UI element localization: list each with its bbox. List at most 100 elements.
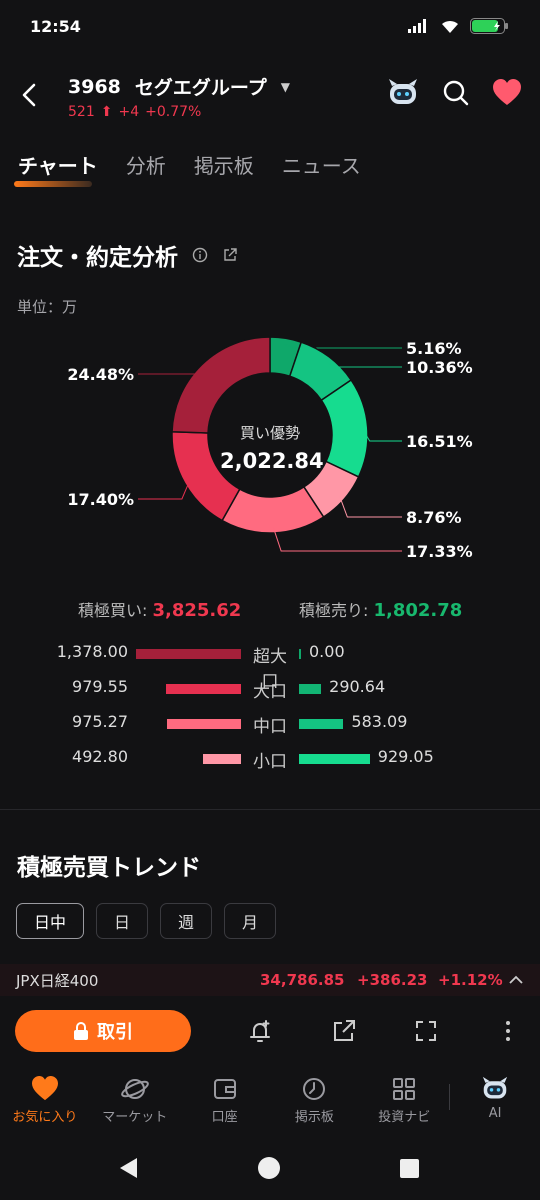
buy-bar xyxy=(203,754,241,764)
sell-bar xyxy=(299,649,301,659)
robot-icon[interactable] xyxy=(386,78,420,108)
sell-summary: 積極売り: 1,802.78 xyxy=(299,597,462,621)
heart-icon xyxy=(31,1076,58,1101)
alert-bell-icon[interactable] xyxy=(246,1017,274,1045)
chevron-up-icon[interactable] xyxy=(508,975,524,985)
tab-chart[interactable]: チャート xyxy=(14,150,98,187)
nav-invest[interactable]: 投資ナビ xyxy=(359,1070,449,1140)
nav-market[interactable]: マーケット xyxy=(90,1070,180,1140)
period-selector: 日中 日 週 月 xyxy=(16,903,276,939)
segment-percent-label: 17.33% xyxy=(406,542,473,561)
sell-value: 583.09 xyxy=(351,712,408,731)
system-nav xyxy=(120,1157,419,1179)
trend-title: 積極売買トレンド xyxy=(17,855,201,881)
index-value: 34,786.85 xyxy=(260,971,345,989)
favorite-heart-icon[interactable] xyxy=(492,79,522,107)
buy-value: 975.27 xyxy=(72,712,128,731)
nav-label: マーケット xyxy=(102,1110,168,1125)
info-icon[interactable] xyxy=(192,247,208,263)
share-icon[interactable] xyxy=(222,247,238,263)
segment-leader-line xyxy=(138,480,191,500)
nav-label: 掲示板 xyxy=(294,1110,334,1125)
battery-icon xyxy=(470,18,508,34)
buy-value: 979.55 xyxy=(72,677,128,696)
segment-percent-label: 16.51% xyxy=(406,432,473,451)
donut-segment xyxy=(171,336,271,434)
stock-name: セグエグループ xyxy=(134,77,267,99)
segment-leader-line xyxy=(138,368,207,375)
planet-icon xyxy=(120,1079,149,1099)
segment-percent-label: 24.48% xyxy=(67,365,134,384)
system-home-icon[interactable] xyxy=(258,1157,280,1179)
nav-label: 投資ナビ xyxy=(378,1110,431,1125)
buy-total-label: 積極買い: xyxy=(78,601,148,620)
tab-news[interactable]: ニュース xyxy=(281,154,361,178)
system-recents-icon[interactable] xyxy=(400,1159,419,1178)
nav-ai[interactable]: AI xyxy=(450,1070,540,1140)
stock-title[interactable]: 3968 セグエグループ ▼ xyxy=(68,73,290,100)
status-icons xyxy=(408,18,510,34)
buy-value: 492.80 xyxy=(72,747,128,766)
section-title: 注文・約定分析 xyxy=(17,238,238,272)
order-analysis-title: 注文・約定分析 xyxy=(17,245,178,271)
order-donut-chart: 5.16%10.36% 16.51% 8.76% 17.33% 17.40% 24.48% xyxy=(67,336,473,561)
current-price: 521 xyxy=(68,104,95,120)
status-time: 12:54 xyxy=(30,17,81,36)
segment-percent-label: 17.40% xyxy=(67,490,134,509)
index-change: +386.23 xyxy=(357,971,428,989)
tab-analysis[interactable]: 分析 xyxy=(125,154,166,178)
segment-leader-line xyxy=(272,526,402,552)
system-back-icon[interactable] xyxy=(120,1158,137,1178)
flow-row: 975.27 中口 583.09 xyxy=(0,712,540,742)
nav-board[interactable]: 掲示板 xyxy=(269,1070,359,1140)
buy-bar xyxy=(136,649,241,659)
header-actions xyxy=(386,78,522,108)
sell-bar xyxy=(299,684,322,694)
lock-icon xyxy=(74,1022,88,1040)
share-icon[interactable] xyxy=(330,1017,358,1045)
nav-separator xyxy=(449,1084,451,1110)
grid-icon xyxy=(393,1078,416,1100)
sell-bar xyxy=(299,754,370,764)
period-month[interactable]: 月 xyxy=(224,903,276,939)
search-icon[interactable] xyxy=(442,79,470,107)
size-category: 大口 xyxy=(253,682,287,702)
index-change-pct: +1.12% xyxy=(438,971,503,989)
index-ticker[interactable]: JPX日経400 34,786.85 +386.23 +1.12% xyxy=(0,964,540,996)
trade-button[interactable]: 取引 xyxy=(15,1010,191,1052)
wallet-icon xyxy=(213,1079,236,1099)
trade-label: 取引 xyxy=(97,1022,133,1043)
chevron-down-icon[interactable]: ▼ xyxy=(280,79,290,94)
period-day[interactable]: 日 xyxy=(96,903,148,939)
more-icon[interactable] xyxy=(494,1017,522,1045)
price-change: +4 xyxy=(118,104,140,120)
segment-percent-label: 10.36% xyxy=(406,358,473,377)
period-week[interactable]: 週 xyxy=(160,903,212,939)
segment-leader-line xyxy=(361,427,402,442)
unit-label: 単位：万 xyxy=(17,298,78,316)
size-category: 小口 xyxy=(253,752,287,772)
fullscreen-icon[interactable] xyxy=(412,1017,440,1045)
buy-value: 1,378.00 xyxy=(56,642,128,661)
donut-center: 買い優勢 2,022.84 xyxy=(220,422,324,473)
segment-leader-line xyxy=(284,343,402,349)
nav-label: お気に入り xyxy=(12,1110,78,1125)
board-icon xyxy=(303,1078,326,1100)
sell-value: 929.05 xyxy=(377,747,434,766)
segment-percent-label: 8.76% xyxy=(406,508,462,527)
buy-total-value: 3,825.62 xyxy=(152,600,242,621)
back-icon[interactable] xyxy=(16,80,46,110)
buy-summary: 積極買い: 3,825.62 xyxy=(78,597,241,621)
bottom-nav: お気に入り マーケット 口座 掲示板 投資ナビ xyxy=(0,1070,540,1140)
size-category: 中口 xyxy=(253,717,287,737)
tab-board[interactable]: 掲示板 xyxy=(193,154,254,178)
stock-code: 3968 xyxy=(68,75,121,98)
nav-label: 口座 xyxy=(211,1110,238,1125)
dominance-value: 2,022.84 xyxy=(220,449,324,473)
wifi-icon xyxy=(442,20,458,33)
nav-account[interactable]: 口座 xyxy=(180,1070,270,1140)
nav-favorites[interactable]: お気に入り xyxy=(0,1070,90,1140)
sell-total-label: 積極売り: xyxy=(299,601,369,620)
nav-label: AI xyxy=(488,1106,502,1121)
period-intraday[interactable]: 日中 xyxy=(16,903,84,939)
